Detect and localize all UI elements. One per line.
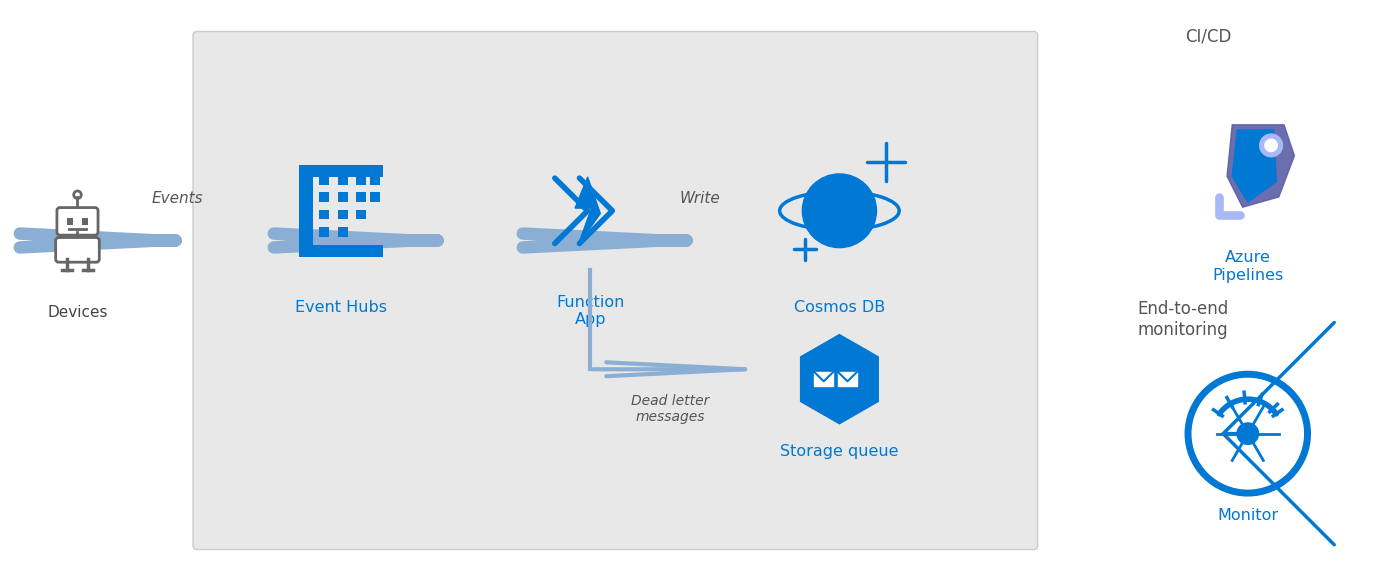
Text: Events: Events [151, 191, 203, 206]
Text: Write: Write [679, 191, 721, 206]
FancyBboxPatch shape [356, 209, 367, 219]
FancyBboxPatch shape [356, 175, 367, 185]
Text: Event Hubs: Event Hubs [296, 300, 388, 315]
FancyBboxPatch shape [319, 192, 329, 202]
FancyBboxPatch shape [82, 218, 88, 225]
FancyBboxPatch shape [338, 192, 347, 202]
Text: Monitor: Monitor [1217, 508, 1278, 523]
FancyBboxPatch shape [319, 175, 329, 185]
Circle shape [1265, 139, 1278, 152]
FancyBboxPatch shape [56, 238, 99, 262]
FancyBboxPatch shape [319, 209, 329, 219]
FancyBboxPatch shape [338, 209, 347, 219]
FancyBboxPatch shape [356, 192, 367, 202]
FancyBboxPatch shape [319, 228, 329, 237]
Text: Azure
Pipelines: Azure Pipelines [1213, 250, 1283, 283]
Text: CI/CD: CI/CD [1185, 27, 1231, 46]
Text: Storage queue: Storage queue [781, 443, 899, 459]
FancyBboxPatch shape [300, 245, 383, 257]
Circle shape [1238, 423, 1258, 445]
FancyBboxPatch shape [371, 192, 381, 202]
Circle shape [803, 174, 876, 247]
FancyBboxPatch shape [300, 165, 383, 177]
Text: Devices: Devices [47, 305, 108, 320]
FancyBboxPatch shape [338, 228, 347, 237]
FancyBboxPatch shape [338, 175, 347, 185]
FancyBboxPatch shape [57, 208, 99, 235]
Polygon shape [1226, 125, 1295, 207]
Text: Dead letter
messages: Dead letter messages [631, 394, 710, 424]
Text: Cosmos DB: Cosmos DB [793, 300, 885, 315]
FancyBboxPatch shape [300, 177, 313, 245]
Polygon shape [1232, 130, 1276, 202]
Text: End-to-end
monitoring: End-to-end monitoring [1138, 300, 1229, 339]
FancyBboxPatch shape [67, 218, 72, 225]
FancyBboxPatch shape [193, 32, 1038, 549]
Circle shape [1201, 387, 1295, 480]
FancyBboxPatch shape [371, 175, 381, 185]
Circle shape [1260, 134, 1282, 157]
FancyBboxPatch shape [814, 372, 833, 386]
FancyBboxPatch shape [838, 372, 857, 386]
Text: Function
App: Function App [556, 295, 625, 328]
Polygon shape [575, 177, 600, 245]
Polygon shape [800, 335, 878, 424]
